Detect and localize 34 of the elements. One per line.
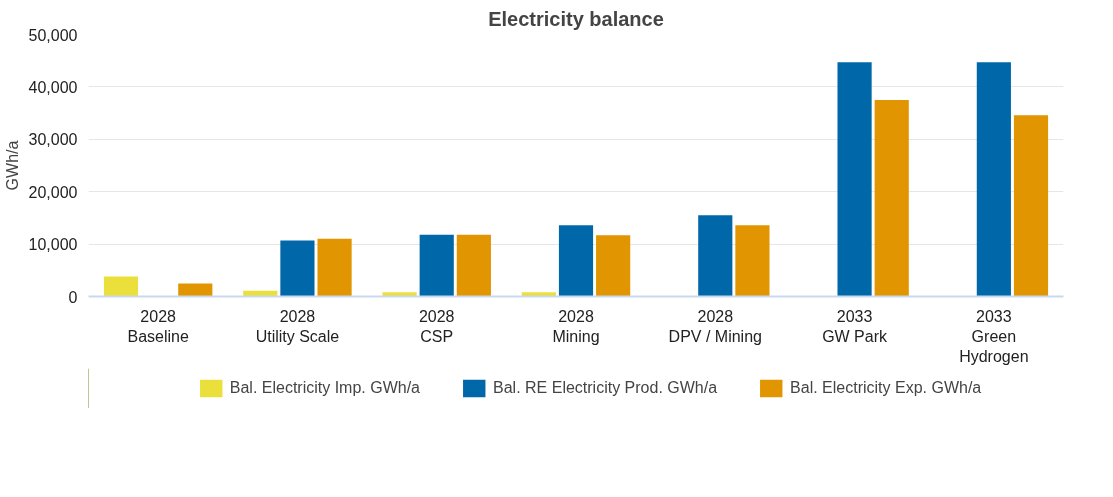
bar xyxy=(735,225,770,297)
bar xyxy=(596,235,631,297)
bar xyxy=(103,276,139,297)
bar xyxy=(280,240,315,297)
x-tick-label: 2033 GW Park xyxy=(822,307,889,345)
x-tick-label: 2028 Baseline xyxy=(127,307,189,345)
bar xyxy=(419,234,454,297)
y-tick-label: 10,000 xyxy=(28,236,78,254)
bar xyxy=(521,292,556,297)
legend-label: Bal. Electricity Exp. GWh/a xyxy=(790,379,982,397)
x-tick-label: 2028 Utility Scale xyxy=(255,307,340,345)
y-tick-label: 50,000 xyxy=(28,26,78,44)
bar xyxy=(976,62,1011,297)
bar xyxy=(317,238,352,297)
x-tick-label: 2028 CSP xyxy=(418,307,455,345)
x-tick-label: 2033 Green Hydrogen xyxy=(959,307,1029,366)
x-tick-label: 2028 DPV / Mining xyxy=(668,307,762,345)
legend-label: Bal. Electricity Imp. GWh/a xyxy=(229,379,421,397)
bar xyxy=(837,62,872,297)
bar xyxy=(178,283,213,297)
y-tick-label: 40,000 xyxy=(28,78,78,96)
bar xyxy=(382,292,417,297)
chart-title: Electricity balance xyxy=(488,7,664,30)
bar xyxy=(874,100,909,297)
bar xyxy=(698,215,733,297)
y-tick-label: 20,000 xyxy=(28,183,78,201)
y-axis-title: GWh/a xyxy=(3,140,21,191)
y-tick-label: 30,000 xyxy=(28,131,78,149)
y-tick-label: 0 xyxy=(68,288,78,306)
x-tick-label: 2028 Mining xyxy=(552,307,600,345)
legend-label: Bal. RE Electricity Prod. GWh/a xyxy=(493,379,718,397)
bar xyxy=(456,234,491,297)
bar xyxy=(1013,115,1049,297)
bar xyxy=(558,225,594,297)
